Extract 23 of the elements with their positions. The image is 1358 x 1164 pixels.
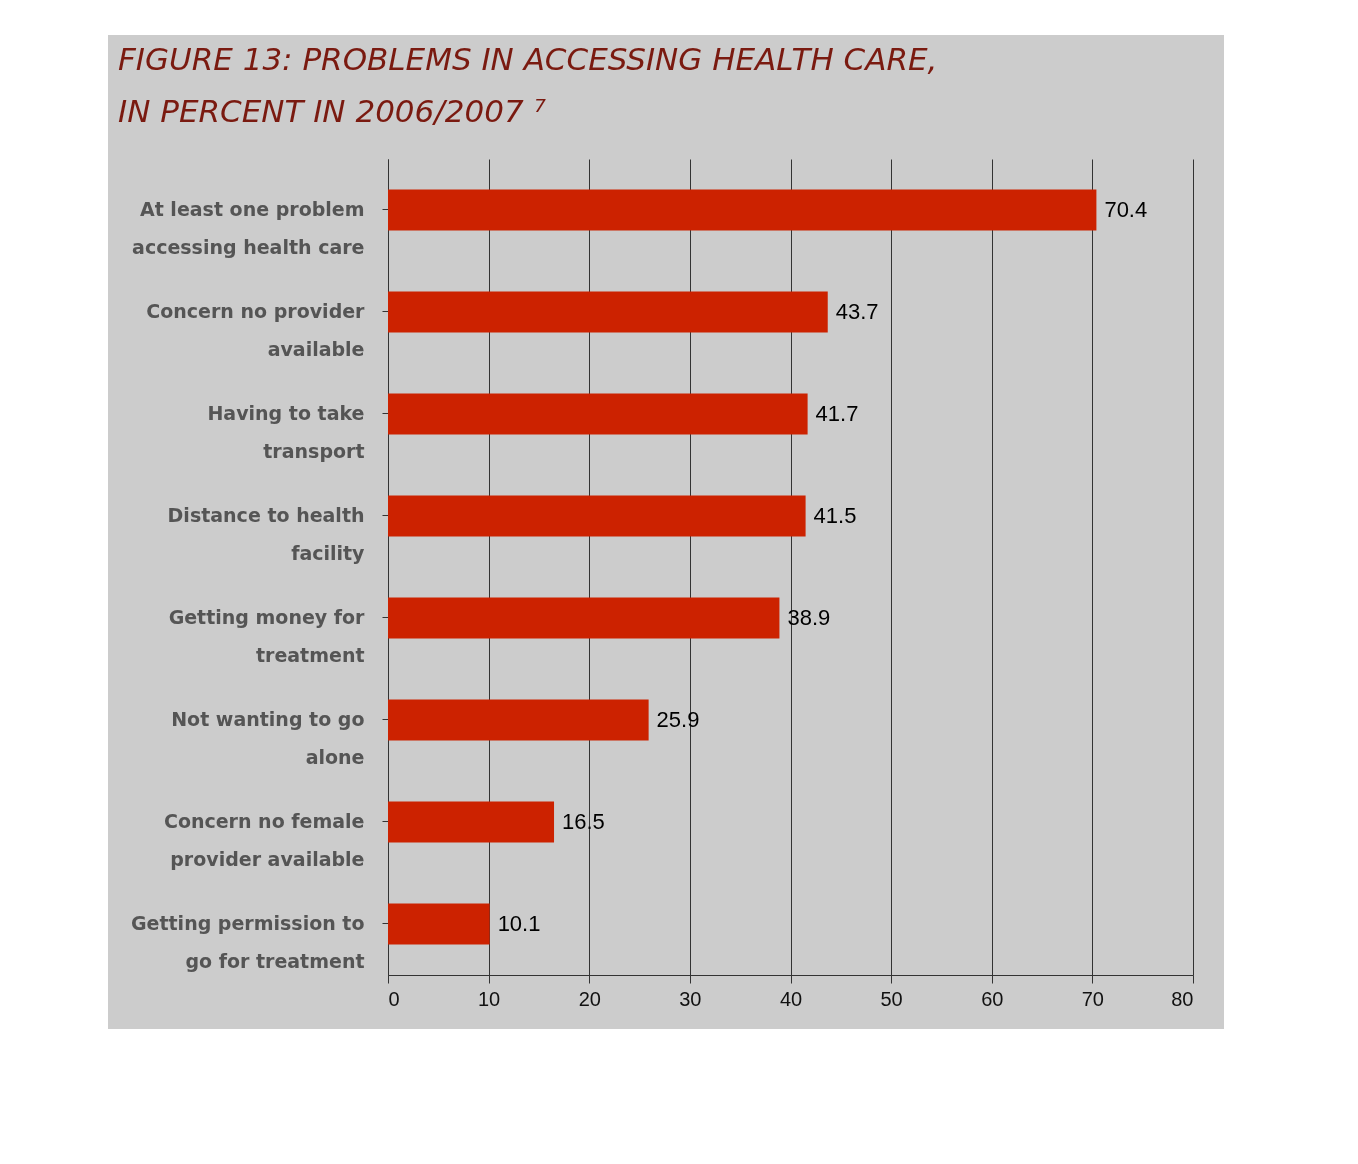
y-tick-label: Having to take transport [207,402,365,462]
y-tick-label: Concern no female provider available [163,810,365,870]
chart-title: FIGURE 13: PROBLEMS IN ACCESSING HEALTH CARE, IN PERCENT IN 2006/2007 ⁷ [118,41,938,129]
y-tick-label: Distance to health facility [167,504,366,564]
x-tick-label: 20 [578,987,601,1010]
data-label: 70.4 [1104,197,1148,222]
y-tick-label: Getting permission to go for treatment [130,912,365,972]
x-tick-label: 30 [679,987,702,1010]
data-label: 41.7 [815,401,859,426]
x-tick-label: 60 [981,987,1004,1010]
x-tick-label: 80 [1171,987,1194,1010]
data-label: 10.1 [497,911,541,936]
data-label: 43.7 [835,299,879,324]
y-tick-label: Getting money for treatment [168,606,366,666]
y-tick-label: At least one problem accessing health care [132,198,365,258]
x-tick-label: 10 [478,987,501,1010]
data-label: 41.5 [813,503,857,528]
y-tick-label: Not wanting to go alone [171,708,365,768]
x-tick-label: 0 [388,987,400,1010]
x-tick-label: 70 [1081,987,1104,1010]
y-tick-label: Concern no provider available [146,300,366,360]
x-tick-label: 40 [779,987,803,1010]
x-tick-label: 50 [880,987,903,1010]
